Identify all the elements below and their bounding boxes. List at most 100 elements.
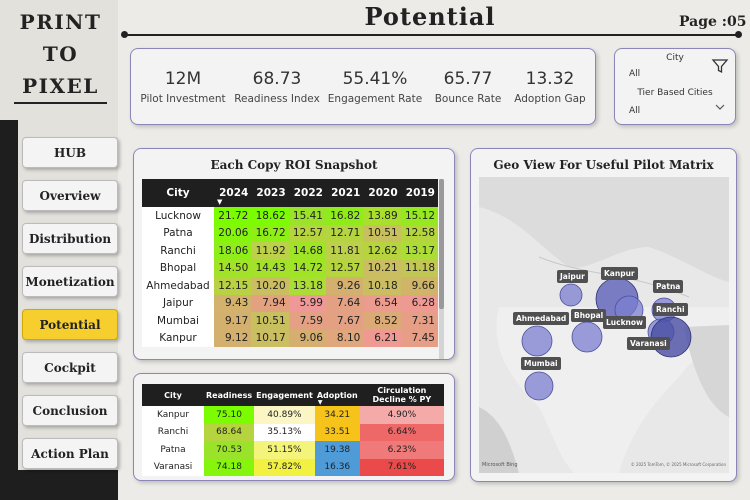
table-row[interactable]: Ranchi 18.06 11.92 14.68 11.81 12.62 13.17 [142, 242, 438, 260]
row-city: Bhopal [142, 259, 214, 277]
table-row[interactable]: Varanasi 74.18 57.82% 16.36 7.61% [142, 458, 444, 476]
nav-overview-button[interactable]: Overview [22, 180, 118, 211]
table-cell: 12.57 [288, 224, 326, 242]
table-cell: 10.20 [251, 277, 289, 295]
table-cell: 11.18 [400, 259, 438, 277]
table-cell: 9.06 [288, 329, 326, 347]
row-city: Ranchi [142, 423, 204, 441]
logo-underline [14, 102, 107, 104]
nav-potential-button[interactable]: Potential [22, 309, 118, 340]
map-canvas[interactable]: Jaipur Kanpur Patna Ranchi Ahmedabad Bho… [479, 177, 729, 473]
chevron-down-icon[interactable] [715, 103, 725, 114]
table-cell: 12.71 [325, 224, 364, 242]
column-header[interactable]: 2022 [288, 179, 326, 207]
table-cell: 9.66 [400, 277, 438, 295]
row-city: Patna [142, 224, 214, 242]
column-header[interactable]: Readiness [204, 384, 255, 406]
city-filter-select[interactable]: All [629, 69, 641, 79]
table-cell: 33.51 [314, 423, 360, 441]
nav-monetization-button[interactable]: Monetization [22, 266, 118, 297]
table-cell: 18.62 [251, 207, 289, 225]
table-row[interactable]: Kanpur 75.10 40.89% 34.21 4.90% [142, 406, 444, 424]
table-row[interactable]: Ahmedabad 12.15 10.20 13.18 9.26 10.18 9.66 [142, 277, 438, 295]
row-city: Kanpur [142, 329, 214, 347]
kpi-engagement-rate: 55.41% Engagement Rate [327, 69, 423, 105]
map-label-patna: Patna [653, 280, 684, 293]
table-cell: 7.64 [325, 294, 364, 312]
table-cell: 5.99 [288, 294, 326, 312]
column-header[interactable]: 2023 [251, 179, 289, 207]
column-header[interactable]: City [142, 384, 204, 406]
table-cell: 12.57 [325, 259, 364, 277]
table-row[interactable]: Patna 20.06 16.72 12.57 12.71 10.51 12.58 [142, 224, 438, 242]
table-cell: 16.72 [251, 224, 289, 242]
map-label-bhopal: Bhopal [571, 309, 607, 322]
column-header[interactable]: 2019 [400, 179, 438, 207]
table-row[interactable]: Jaipur 9.43 7.94 5.99 7.64 6.54 6.28 [142, 294, 438, 312]
roi-table: City 2024 ▼ 2023 2022 2021 2020 2019 Luck… [142, 179, 438, 347]
row-city: Lucknow [142, 207, 214, 225]
table-cell: 15.41 [288, 207, 326, 225]
table-cell: 4.90% [359, 406, 444, 424]
table-cell: 8.52 [363, 312, 401, 330]
kpi-label: Adoption Gap [514, 93, 586, 105]
sidebar-accent [0, 120, 18, 500]
tier-filter-label: Tier Based Cities [637, 88, 713, 98]
table-row[interactable]: Kanpur 9.12 10.17 9.06 8.10 6.21 7.45 [142, 329, 438, 347]
table-row[interactable]: Ranchi 68.64 35.13% 33.51 6.64% [142, 423, 444, 441]
table-cell: 68.64 [204, 423, 255, 441]
nav-distribution-button[interactable]: Distribution [22, 223, 118, 254]
nav-conclusion-button[interactable]: Conclusion [22, 395, 118, 426]
map-label-varanasi: Varanasi [627, 337, 670, 350]
table-cell: 15.12 [400, 207, 438, 225]
table-cell: 18.06 [214, 242, 252, 260]
pilot-matrix-panel: City Readiness Engagement Adoption ▼ Circ… [133, 373, 455, 481]
kpi-bounce-rate: 65.77 Bounce Rate [429, 69, 507, 105]
table-cell: 6.28 [400, 294, 438, 312]
table-cell: 7.31 [400, 312, 438, 330]
column-header[interactable]: Circulation Decline % PY [359, 384, 444, 406]
table-cell: 10.17 [251, 329, 289, 347]
kpi-value: 55.41% [342, 69, 408, 89]
map-label-ranchi: Ranchi [653, 303, 688, 316]
table-cell: 20.06 [214, 224, 252, 242]
nav-hub-button[interactable]: HUB [22, 137, 118, 168]
logo-line: PIXEL [22, 74, 99, 98]
sort-desc-icon: ▼ [217, 198, 223, 206]
sidebar-footer [0, 470, 118, 500]
column-header-label: Adoption [316, 390, 358, 400]
table-cell: 13.18 [288, 277, 326, 295]
table-cell: 6.23% [359, 441, 444, 459]
page-title: Potential [364, 2, 496, 31]
column-header[interactable]: 2021 [325, 179, 364, 207]
table-cell: 21.72 [214, 207, 252, 225]
table-row[interactable]: Lucknow 21.72 18.62 15.41 16.82 13.89 15.12 [142, 207, 438, 225]
column-header[interactable]: 2024 ▼ [214, 179, 252, 207]
kpi-label: Pilot Investment [140, 93, 226, 105]
table-cell: 10.51 [363, 224, 401, 242]
table-cell: 10.51 [251, 312, 289, 330]
tier-filter-select[interactable]: All [629, 106, 641, 116]
scrollbar-thumb[interactable] [439, 179, 444, 309]
table-row[interactable]: Patna 70.53 51.15% 19.38 6.23% [142, 441, 444, 459]
column-header[interactable]: Engagement [254, 384, 315, 406]
filter-card: City All Tier Based Cities All [614, 48, 736, 125]
scrollbar[interactable] [439, 179, 444, 359]
table-cell: 12.62 [363, 242, 401, 260]
table-row[interactable]: Mumbai 9.17 10.51 7.59 7.67 8.52 7.31 [142, 312, 438, 330]
column-header[interactable]: 2020 [363, 179, 401, 207]
table-row[interactable]: Bhopal 14.50 14.43 14.72 12.57 10.21 11.18 [142, 259, 438, 277]
nav-action-plan-button[interactable]: Action Plan [22, 438, 118, 469]
filter-icon[interactable] [711, 57, 729, 78]
table-cell: 35.13% [254, 423, 315, 441]
table-cell: 75.10 [204, 406, 255, 424]
column-header[interactable]: Adoption ▼ [314, 384, 360, 406]
column-header[interactable]: City [142, 179, 214, 207]
map-label-lucknow: Lucknow [603, 316, 646, 329]
nav-cockpit-button[interactable]: Cockpit [22, 352, 118, 383]
table-cell: 10.21 [363, 259, 401, 277]
table-cell: 6.54 [363, 294, 401, 312]
row-city: Mumbai [142, 312, 214, 330]
table-cell: 51.15% [254, 441, 315, 459]
map-bubble-ahmedabad [521, 325, 553, 357]
